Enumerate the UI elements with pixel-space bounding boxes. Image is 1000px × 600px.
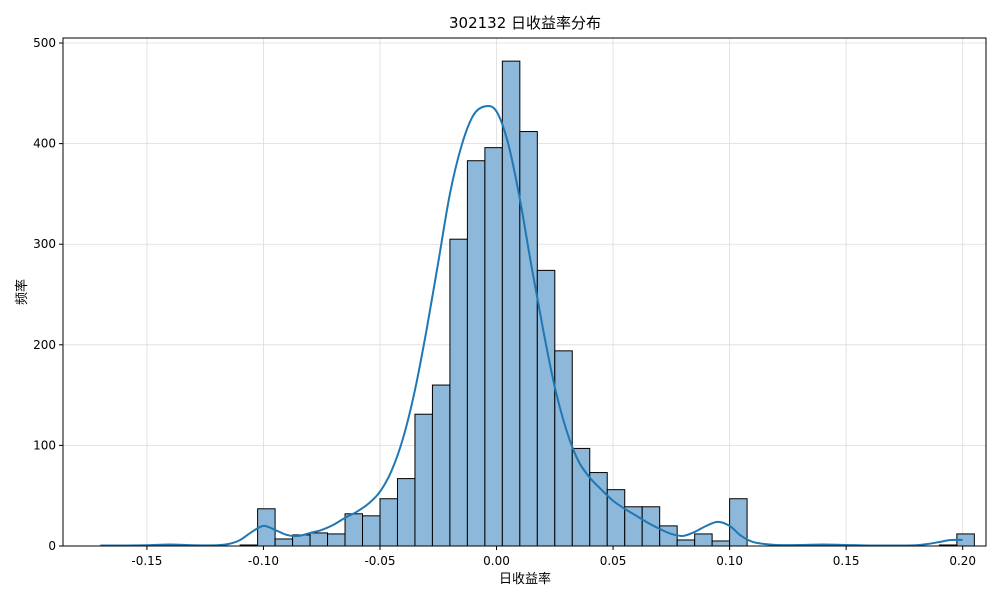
y-tick-label-5: 500 [33,36,56,50]
histogram-bar-35 [711,540,731,547]
histogram-bar-24 [519,131,538,547]
y-tick-label-4: 400 [33,137,56,151]
histogram-bar-22 [484,147,503,547]
histogram-bar-32 [659,525,678,547]
y-tick-label-2: 200 [33,338,56,352]
histogram-bar-14 [344,513,364,547]
histogram-bar-13 [327,533,346,547]
histogram-bar-33 [676,539,696,547]
histogram-bar-17 [396,478,416,547]
histogram-bar-28 [589,472,608,547]
kde-curve [100,105,963,547]
plot-frame [62,37,987,547]
x-tick-label-1: -0.10 [248,554,279,568]
y-axis-title: 频率 [14,279,30,305]
chart-title: 302132 日收益率分布 [449,14,601,32]
x-tick-label-3: 0.00 [483,554,510,568]
x-tick-label-0: -0.15 [131,554,162,568]
histogram-bars [152,60,975,547]
histogram-bar-21 [466,160,486,547]
histogram-bar-12 [309,532,329,547]
y-axis-ticks: 0 100 200 300 400 500 [33,36,63,553]
histogram-bar-19 [431,384,451,547]
histogram-bar-10 [274,538,294,547]
y-tick-label-3: 300 [33,237,56,251]
y-tick-label-1: 100 [33,438,56,452]
histogram-bar-16 [379,498,398,547]
x-axis-ticks: -0.15 -0.10 -0.05 0.00 0.05 0.10 0.15 0.20 [131,546,976,568]
y-tick-label-0: 0 [48,539,56,553]
x-tick-label-4: 0.05 [600,554,627,568]
histogram-bar-30 [624,506,643,547]
histogram-bar-27 [571,447,591,547]
histogram-bar-26 [554,350,573,547]
histogram-bar-15 [362,515,381,547]
x-tick-label-2: -0.05 [364,554,395,568]
x-tick-label-5: 0.10 [716,554,743,568]
histogram-bar-34 [694,533,713,547]
histogram-bar-18 [414,413,433,547]
histogram-bar-31 [641,506,661,547]
histogram-bar-20 [449,238,468,547]
x-tick-label-6: 0.15 [833,554,860,568]
x-tick-label-7: 0.20 [949,554,976,568]
x-axis-title: 日收益率 [499,571,551,587]
